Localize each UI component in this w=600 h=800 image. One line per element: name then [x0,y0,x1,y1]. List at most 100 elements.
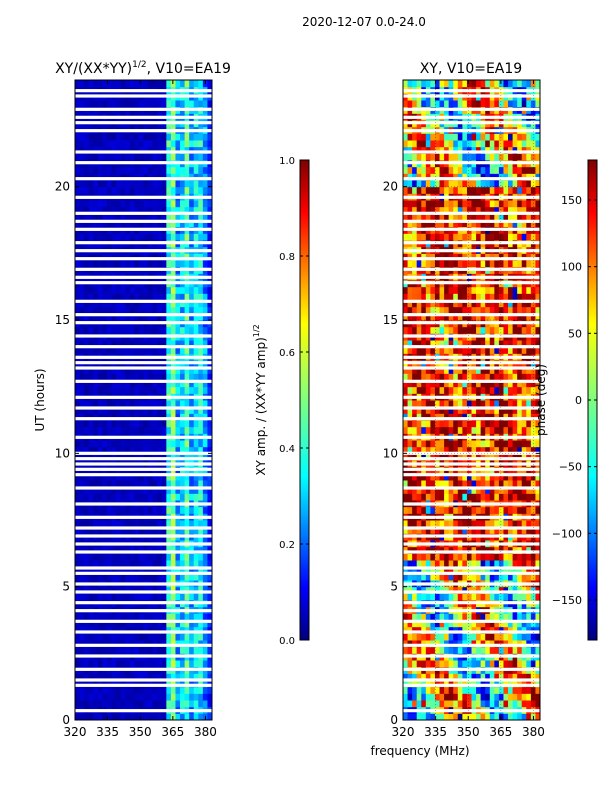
heatmap-cell [180,186,186,194]
heatmap-cell [143,173,149,181]
heatmap-cell [494,700,500,708]
heatmap-cell [175,300,181,308]
heatmap-cell [512,400,518,408]
heatmap-cell [157,100,163,108]
heatmap-cell [535,440,540,448]
heatmap-cell [93,680,99,688]
heatmap-cell [503,480,509,488]
heatmap-cell [494,633,500,641]
heatmap-cell [439,366,445,374]
heatmap-cell [75,100,81,108]
heatmap-cell [180,480,186,488]
heatmap-cell [494,420,500,428]
heatmap-cell [134,80,140,88]
heatmap-cell [84,406,90,414]
heatmap-cell [457,673,463,681]
heatmap-cell [425,586,431,594]
heatmap-cell [93,300,99,308]
heatmap-cell [189,620,195,628]
heatmap-cell [526,620,532,628]
heatmap-cell [198,626,204,634]
heatmap-cell [157,493,163,501]
heatmap-cell [526,373,532,381]
heatmap-cell [125,526,131,534]
heatmap-cell [480,693,486,701]
heatmap-cell [175,366,181,374]
heatmap-cell [106,253,113,261]
heatmap-cell [79,406,85,414]
heatmap-cell [75,373,81,381]
heatmap-cell [88,326,94,334]
heatmap-cell [138,286,144,294]
heatmap-cell [102,153,108,161]
heatmap-cell [193,373,199,381]
heatmap-cell [102,313,108,321]
heatmap-cell [180,646,186,654]
heatmap-cell [503,633,509,641]
heatmap-cell [116,453,122,461]
heatmap-cell [111,520,117,528]
heatmap-cell [457,453,463,461]
heatmap-cell [106,286,113,294]
heatmap-cell [166,326,172,334]
heatmap-cell [444,680,450,688]
flagged-row [75,542,212,546]
heatmap-cell [489,440,495,448]
heatmap-cell [152,633,158,641]
heatmap-cell [134,553,140,561]
heatmap-cell [79,206,85,214]
heatmap-cell [421,560,427,568]
heatmap-cell [471,526,477,534]
heatmap-cell [120,660,126,668]
heatmap-cell [166,400,172,408]
heatmap-cell [97,646,103,654]
heatmap-cell [448,613,454,621]
heatmap-cell [430,633,436,641]
heatmap-cell [480,406,486,414]
heatmap-cell [462,586,468,594]
flagged-row [75,683,212,687]
heatmap-cell [466,686,472,694]
heatmap-cell [111,413,117,421]
heatmap-cell [462,473,468,481]
heatmap-cell [439,693,445,701]
heatmap-cell [508,686,514,694]
heatmap-cell [157,420,163,428]
heatmap-cell [471,326,477,334]
heatmap-cell [448,406,454,414]
heatmap-cell [106,406,113,414]
heatmap-cell [439,300,445,308]
heatmap-cell [407,313,413,321]
heatmap-cell [79,480,85,488]
heatmap-cell [189,526,195,534]
heatmap-cell [180,300,186,308]
heatmap-cell [184,673,190,681]
heatmap-cell [480,346,486,354]
heatmap-cell [448,546,454,554]
heatmap-cell [403,446,409,454]
heatmap-cell [138,100,144,108]
heatmap-cell [189,640,195,648]
heatmap-cell [102,586,108,594]
heatmap-cell [476,546,482,554]
heatmap-cell [84,220,90,228]
heatmap-cell [138,140,144,148]
flagged-row [75,609,212,613]
heatmap-cell [93,586,99,594]
heatmap-cell [434,493,441,501]
heatmap-cell [193,380,199,388]
heatmap-cell [521,426,527,434]
heatmap-cell [106,373,113,381]
heatmap-cell [476,306,482,314]
heatmap-cell [434,326,441,334]
heatmap-cell [129,686,135,694]
heatmap-cell [448,660,454,668]
heatmap-cell [75,366,81,374]
heatmap-cell [412,400,418,408]
heatmap-cell [193,506,199,514]
heatmap-cell [471,546,477,554]
heatmap-cell [161,406,167,414]
heatmap-cell [125,640,131,648]
heatmap-cell [448,340,454,348]
heatmap-cell [134,153,140,161]
